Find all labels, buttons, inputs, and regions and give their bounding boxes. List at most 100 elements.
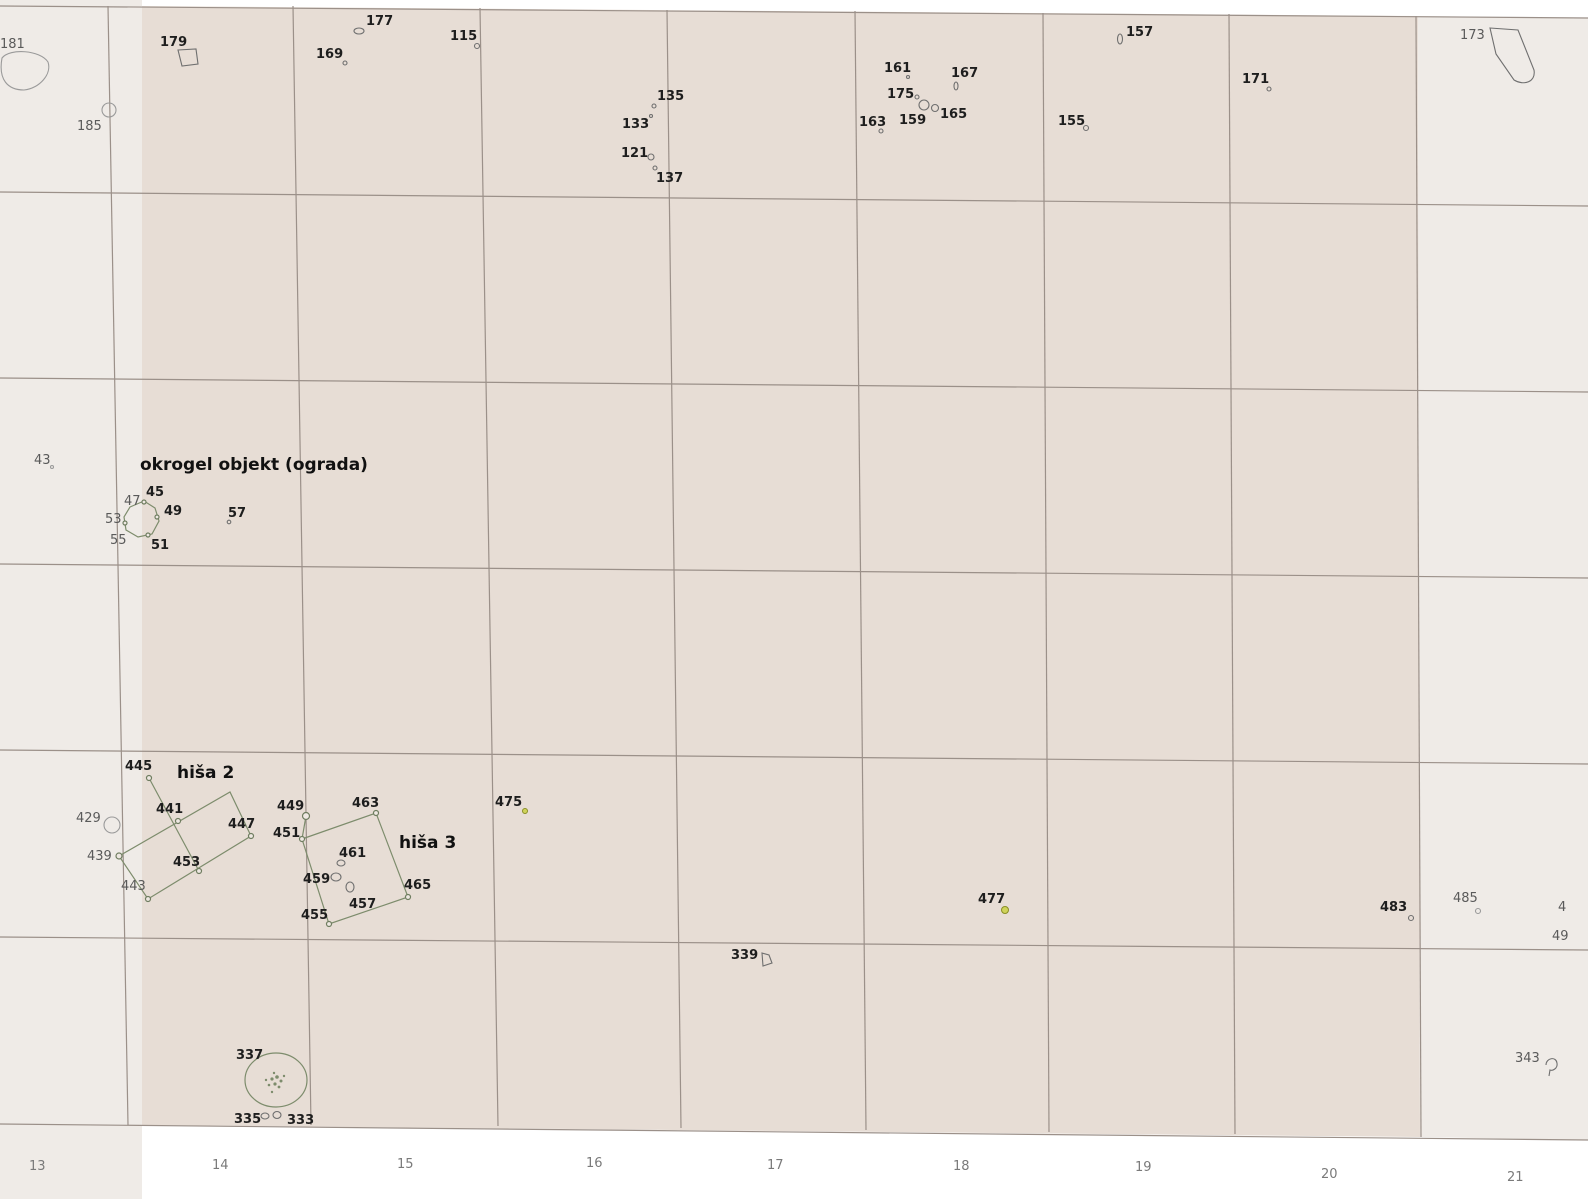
round-object-post-51 [145, 532, 151, 538]
label-165: 165 [940, 107, 967, 122]
feature-335-outline [260, 1112, 270, 1120]
label-155: 155 [1058, 114, 1085, 129]
label-177: 177 [366, 14, 393, 29]
label-463: 463 [352, 796, 379, 811]
feature-175-outline [914, 94, 920, 100]
feature-157-outline [1116, 33, 1124, 45]
label-185: 185 [77, 119, 102, 134]
feature-135-outline [651, 103, 657, 109]
feature-429-outline [103, 816, 121, 834]
feature-121-outline [647, 153, 655, 161]
feature-485-outline [1474, 907, 1482, 915]
label-43: 43 [34, 453, 51, 468]
label-159: 159 [899, 113, 926, 128]
label-443: 443 [121, 879, 146, 894]
label-133: 133 [622, 117, 649, 132]
x-axis-label-19: 19 [1135, 1160, 1152, 1175]
feature-179-outline [177, 48, 199, 67]
label-121: 121 [621, 146, 648, 161]
label-441: 441 [156, 802, 183, 817]
house-2-post-439 [115, 852, 123, 860]
label-115: 115 [450, 29, 477, 44]
label-181: 181 [0, 37, 25, 52]
label-339: 339 [731, 948, 758, 963]
label-449: 449 [277, 799, 304, 814]
house-3-post-451 [298, 835, 306, 843]
x-axis-label-20: 20 [1321, 1167, 1338, 1182]
feature-155-outline [1082, 124, 1090, 132]
label-447: 447 [228, 817, 255, 832]
label-337: 337 [236, 1048, 263, 1063]
label-451: 451 [273, 826, 300, 841]
label-453: 453 [173, 855, 200, 870]
label-163: 163 [859, 115, 886, 130]
feature-173-outline [1489, 27, 1535, 84]
feature-161-outline [905, 74, 911, 80]
label-173: 173 [1460, 28, 1485, 43]
label-53: 53 [105, 512, 122, 527]
x-axis-label-15: 15 [397, 1157, 414, 1172]
house-3-post-463 [372, 809, 380, 817]
label-457: 457 [349, 897, 376, 912]
feature-337-outline [244, 1052, 308, 1108]
feature-163-outline [878, 128, 884, 134]
label-429: 429 [76, 811, 101, 826]
x-axis-labels: 13 14 15 16 17 18 19 20 21 [29, 1156, 1524, 1185]
outer-area-left [0, 0, 142, 1199]
label-57: 57 [228, 506, 246, 521]
label-cut-off-2: 49 [1552, 929, 1569, 944]
feature-133-outline [648, 113, 654, 119]
label-137: 137 [656, 171, 683, 186]
house-2-post-453 [195, 867, 203, 875]
feature-459-outline [330, 872, 342, 882]
x-axis-label-13: 13 [29, 1159, 46, 1174]
feature-167-outline [953, 81, 959, 91]
label-161: 161 [884, 61, 911, 76]
feature-159-outline [918, 99, 930, 111]
feature-185-outline [101, 102, 117, 118]
label-459: 459 [303, 872, 330, 887]
feature-337-specks [264, 1071, 286, 1094]
label-171: 171 [1242, 72, 1269, 87]
label-47: 47 [124, 494, 141, 509]
house-3-post-455 [325, 920, 333, 928]
feature-181-outline [0, 51, 50, 91]
label-483: 483 [1380, 900, 1407, 915]
feature-165-outline [930, 103, 940, 113]
label-475: 475 [495, 795, 522, 810]
house-2-post-445 [145, 774, 153, 782]
feature-333-outline [272, 1110, 282, 1120]
x-axis-label-14: 14 [212, 1158, 229, 1173]
label-465: 465 [404, 878, 431, 893]
outer-area-right [1418, 16, 1588, 1140]
house-2-post-441 [174, 817, 182, 825]
label-round-object: okrogel objekt (ograda) [140, 455, 368, 475]
label-343: 343 [1515, 1051, 1540, 1066]
excavated-area [142, 6, 1420, 1137]
round-object-post-53 [122, 520, 128, 526]
round-object-post-47 [141, 499, 147, 505]
label-55: 55 [110, 533, 127, 548]
label-455: 455 [301, 908, 328, 923]
feature-169-outline [342, 60, 348, 66]
label-49: 49 [164, 504, 182, 519]
feature-115-outline [473, 42, 481, 50]
feature-457-outline [345, 881, 355, 893]
house-2-ridge-line [148, 777, 200, 872]
house-2-post-447 [247, 832, 255, 840]
feature-137-outline [652, 165, 658, 171]
label-485: 485 [1453, 891, 1478, 906]
feature-57-outline [226, 519, 232, 525]
feature-339-outline [761, 952, 773, 967]
label-179: 179 [160, 35, 187, 50]
feature-475-outline [522, 808, 528, 814]
round-object-post-49 [154, 514, 160, 520]
label-445: 445 [125, 759, 152, 774]
feature-171-outline [1266, 86, 1272, 92]
label-cut-off-1: 4 [1558, 900, 1566, 915]
x-axis-label-18: 18 [953, 1159, 970, 1174]
feature-461-outline [336, 859, 346, 867]
label-157: 157 [1126, 25, 1153, 40]
label-135: 135 [657, 89, 684, 104]
label-439: 439 [87, 849, 112, 864]
